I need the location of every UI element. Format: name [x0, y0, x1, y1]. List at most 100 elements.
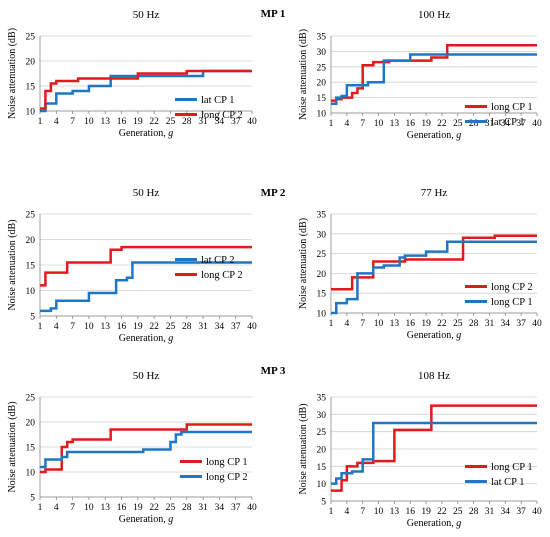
- y-tick-label: 10: [317, 310, 327, 320]
- y-tick-label: 20: [26, 58, 36, 68]
- x-tick-label: 28: [182, 503, 192, 513]
- x-tick-label: 19: [133, 503, 143, 513]
- x-tick-label: 34: [501, 319, 511, 329]
- y-tick-label: 35: [317, 33, 327, 43]
- x-tick-label: 4: [344, 507, 349, 517]
- x-tick-label: 1: [329, 319, 334, 329]
- chart-panel-3: 50 Hz 5 10 15 20 25 1 4 7 10 13 16 19 22 25 28 31 34 37 40 G…: [7, 187, 257, 344]
- y-tick-label: 25: [26, 394, 36, 404]
- x-tick-label: 19: [421, 119, 431, 129]
- x-tick-label: 7: [70, 117, 75, 127]
- x-tick-label: 13: [390, 119, 400, 129]
- x-tick-label: 4: [54, 503, 59, 513]
- x-tick-label: 31: [485, 507, 495, 517]
- x-tick-label: 28: [469, 507, 479, 517]
- legend-label: long CP 2: [206, 472, 248, 483]
- x-tick-label: 34: [215, 322, 225, 332]
- x-tick-label: 25: [453, 507, 463, 517]
- legend-label: lat CP 1: [491, 117, 524, 128]
- x-tick-label: 16: [405, 119, 415, 129]
- y-tick-label: 35: [317, 211, 327, 221]
- x-tick-label: 22: [149, 117, 159, 127]
- y-axis-label: Noise attenuation (dB): [298, 218, 309, 309]
- x-tick-label: 10: [374, 507, 384, 517]
- x-tick-label: 22: [437, 507, 447, 517]
- y-axis-label: Noise attenuation (dB): [7, 401, 18, 492]
- y-tick-label: 25: [26, 33, 36, 43]
- legend-label: long CP 1: [491, 462, 533, 473]
- legend-label: long CP 2: [491, 282, 533, 293]
- x-tick-label: 7: [360, 119, 365, 129]
- x-tick-label: 7: [360, 319, 365, 329]
- x-tick-label: 16: [117, 117, 127, 127]
- x-tick-label: 4: [344, 319, 349, 329]
- chart-title: 50 Hz: [133, 370, 160, 382]
- x-tick-label: 37: [231, 117, 241, 127]
- legend-label: lat CP 1: [491, 477, 524, 488]
- row-label-mp3: MP 3: [261, 365, 286, 377]
- y-tick-label: 5: [321, 498, 326, 508]
- y-tick-label: 5: [30, 313, 35, 323]
- y-axis-label: Noise attenuation (dB): [298, 29, 309, 120]
- series-line-2: [40, 69, 252, 110]
- y-tick-label: 15: [317, 290, 327, 300]
- x-tick-label: 13: [390, 507, 400, 517]
- chart-panel-5: 50 Hz 5 10 15 20 25 1 4 7 10 13 16 19 22 25 28 31 34 37 40 G…: [7, 370, 257, 525]
- x-axis-label: Generation, g: [119, 128, 173, 139]
- x-tick-label: 16: [405, 507, 415, 517]
- x-tick-label: 31: [198, 117, 208, 127]
- y-tick-label: 30: [317, 230, 327, 240]
- series-line-1: [40, 261, 252, 313]
- series-line-2: [331, 53, 537, 106]
- series-line-2: [331, 421, 537, 485]
- legend-label: long CP 1: [491, 102, 533, 113]
- x-tick-label: 37: [516, 507, 526, 517]
- chart-panel-2: 100 Hz 10 15 20 25 30 35 1 4 7 10 13 16 19 22 25 28 31 34 3…: [298, 9, 542, 141]
- series-line-1: [331, 43, 537, 102]
- y-tick-label: 5: [30, 494, 35, 504]
- x-tick-label: 31: [485, 319, 495, 329]
- legend-label: long CP 1: [206, 457, 248, 468]
- y-tick-label: 25: [317, 63, 327, 73]
- x-tick-label: 1: [329, 507, 334, 517]
- x-tick-label: 22: [437, 319, 447, 329]
- y-tick-label: 20: [317, 270, 327, 280]
- x-axis-label: Generation, g: [119, 333, 173, 344]
- x-tick-label: 7: [360, 507, 365, 517]
- x-tick-label: 34: [215, 503, 225, 513]
- series-line-2: [331, 240, 537, 315]
- x-tick-label: 10: [84, 322, 94, 332]
- x-tick-label: 7: [70, 322, 75, 332]
- chart-title: 50 Hz: [133, 187, 160, 199]
- x-tick-label: 40: [532, 119, 542, 129]
- y-tick-label: 30: [317, 411, 327, 421]
- x-tick-label: 13: [390, 319, 400, 329]
- series-line-2: [40, 245, 252, 287]
- x-tick-label: 22: [437, 119, 447, 129]
- x-axis-label: Generation, g: [407, 518, 461, 529]
- x-tick-label: 7: [70, 503, 75, 513]
- x-tick-label: 22: [149, 503, 159, 513]
- x-tick-label: 28: [469, 119, 479, 129]
- x-tick-label: 40: [247, 117, 257, 127]
- row-label-mp2: MP 2: [261, 187, 286, 199]
- x-tick-label: 19: [421, 319, 431, 329]
- x-tick-label: 34: [501, 119, 511, 129]
- y-tick-label: 30: [317, 48, 327, 58]
- legend-label: lat CP 1: [201, 95, 234, 106]
- x-tick-label: 28: [182, 322, 192, 332]
- x-tick-label: 31: [198, 322, 208, 332]
- x-tick-label: 25: [453, 119, 463, 129]
- x-tick-label: 1: [38, 117, 43, 127]
- y-tick-label: 25: [317, 250, 327, 260]
- x-tick-label: 13: [100, 117, 110, 127]
- x-axis-label: Generation, g: [119, 514, 173, 525]
- y-axis-label: Noise attenuation (dB): [7, 28, 18, 119]
- y-tick-label: 10: [26, 469, 36, 479]
- x-tick-label: 28: [182, 117, 192, 127]
- legend-label: long CP 1: [491, 297, 533, 308]
- row-label-mp1: MP 1: [261, 8, 286, 20]
- x-axis-label: Generation, g: [407, 330, 461, 341]
